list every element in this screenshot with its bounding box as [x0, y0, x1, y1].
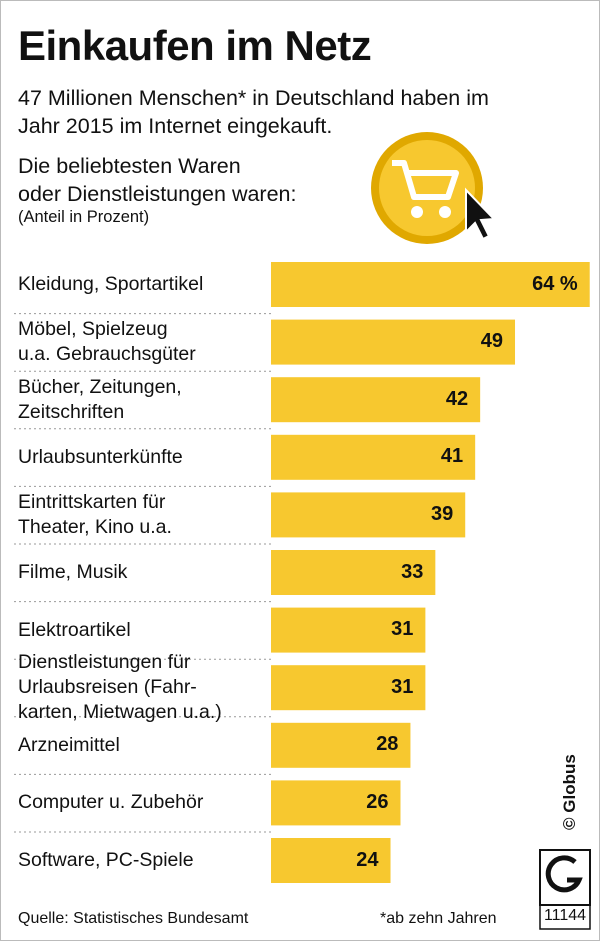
bar: [271, 722, 411, 768]
value-label: 41: [440, 445, 464, 468]
footnote: *ab zehn Jahren: [380, 910, 497, 927]
category-label: Filme, Musik: [18, 561, 128, 583]
bar: [271, 550, 436, 595]
title: Einkaufen im Netz: [18, 22, 372, 69]
category-label: Software, PC-Spiele: [18, 849, 194, 871]
category-label: Dienstleistungen für Urlaubsreisen (Fahr…: [18, 651, 222, 724]
category-label: Bücher, Zeitungen, Zeitschriften: [18, 375, 182, 423]
value-label: 28: [376, 733, 399, 756]
category-label: Möbel, Spielzeug u.a. Gebrauchsgüter: [18, 318, 196, 366]
value-label: 31: [391, 618, 414, 641]
category-label: Urlaubsunterkünfte: [18, 445, 183, 468]
bar: [271, 607, 426, 653]
value-label: 42: [445, 387, 469, 410]
logo: [539, 849, 591, 930]
bar: [271, 780, 401, 826]
bar: [271, 262, 590, 307]
bar: [271, 665, 426, 711]
bar: [271, 492, 466, 538]
subtitle: 47 Millionen Menschen* in Deutschland ha…: [18, 86, 489, 138]
value-label: 31: [391, 675, 414, 698]
unit: (Anteil in Prozent): [18, 208, 150, 226]
bar: [271, 377, 481, 423]
category-label: Elektroartikel: [18, 618, 131, 641]
value-label: 33: [401, 560, 424, 583]
code: 11144: [543, 907, 587, 924]
category-label: Computer u. Zubehör: [18, 791, 204, 814]
cart-icon: [371, 132, 497, 244]
value-label: 64 %: [532, 272, 578, 295]
bar: [271, 319, 516, 365]
value-label: 24: [356, 848, 379, 871]
bar: [271, 434, 476, 480]
category-label: Eintrittskarten für Theater, Kino u.a.: [18, 490, 172, 538]
value-label: 26: [366, 790, 389, 813]
value-label: 49: [480, 330, 504, 353]
credit: © Globus: [560, 754, 579, 830]
value-label: 39: [430, 502, 454, 525]
category-label: Arzneimittel: [18, 733, 120, 756]
bar: [271, 838, 391, 883]
source: Quelle: Statistisches Bundesamt: [18, 910, 249, 927]
intro: Die beliebtesten Waren oder Dienstleistu…: [18, 154, 297, 206]
category-label: Kleidung, Sportartikel: [18, 273, 204, 295]
